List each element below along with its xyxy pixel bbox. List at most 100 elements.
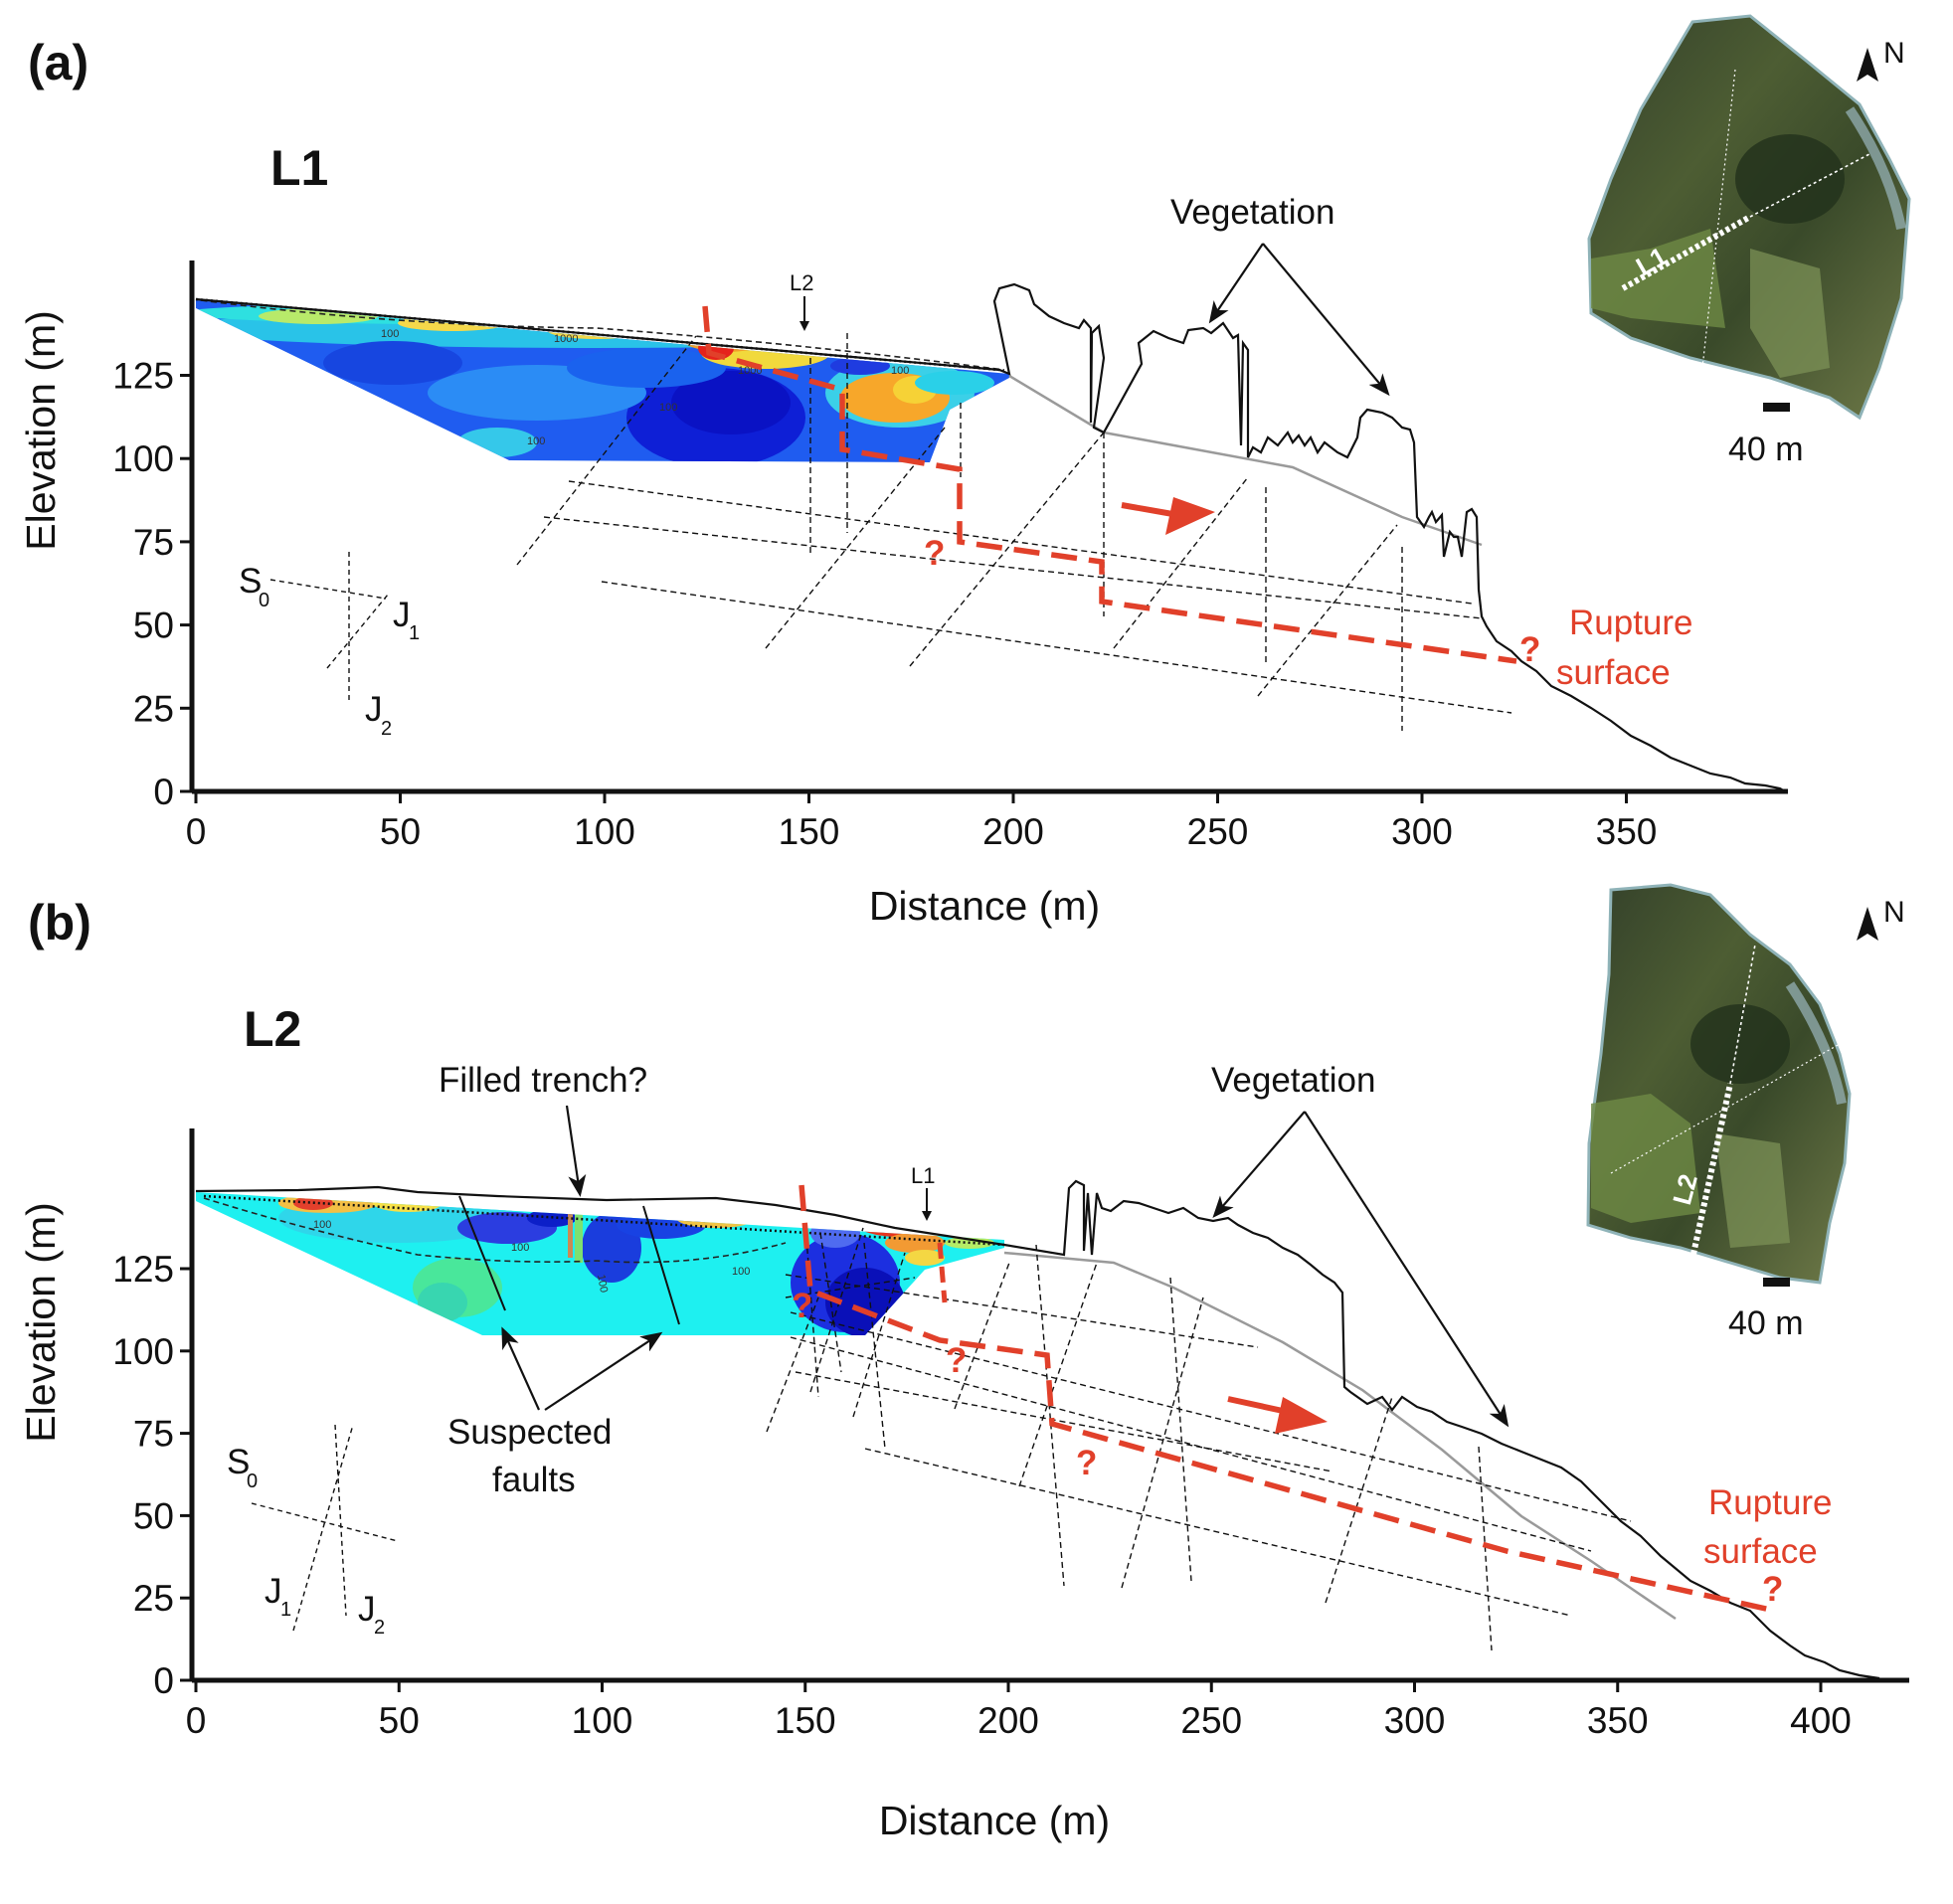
panel-b-suspected-faults-arrow-1 xyxy=(501,1326,541,1411)
panel-a-movement-arrowhead xyxy=(1165,497,1215,535)
panel-b-filled-trench-label: Filled trench? xyxy=(439,1061,647,1100)
panel-a-contour-labels: 100 1000 100 1000 100 100 xyxy=(381,328,909,447)
panel_b-y-tick-label: 50 xyxy=(133,1495,174,1536)
panel_b-y-tick-label: 0 xyxy=(153,1660,174,1701)
panel_a-x-tick-label: 0 xyxy=(186,811,207,852)
svg-text:S: S xyxy=(239,562,262,601)
panel-a-line-name: L1 xyxy=(270,140,328,196)
panel-a-surface-dots xyxy=(195,297,1000,372)
panel-a-x-axis-title: Distance (m) xyxy=(869,883,1100,929)
panel-b-line-name: L2 xyxy=(244,1001,301,1057)
panel_a-x-tick-label: 200 xyxy=(982,811,1044,852)
panel_a-y-tick-label: 50 xyxy=(133,606,174,646)
svg-text:S: S xyxy=(227,1443,250,1481)
panel-b-question-2: ? xyxy=(946,1341,967,1380)
panel-b-topography xyxy=(195,1179,1880,1680)
panel-a-y-axis-title: Elevation (m) xyxy=(18,310,64,551)
panel-a-y-ticks: 0 25 50 75 100 125 xyxy=(112,356,192,812)
panel-a-joint-sets xyxy=(516,333,1512,731)
panel_a-x-tick-label: 50 xyxy=(380,811,421,852)
panel-a-label: (a) xyxy=(28,35,89,90)
panel_a-x-tick-label: 350 xyxy=(1596,811,1658,852)
panel_a-y-tick-label: 25 xyxy=(133,688,174,729)
panel_a-x-tick-label: 150 xyxy=(779,811,840,852)
svg-text:J: J xyxy=(265,1572,282,1611)
panel-a-vegetation-label: Vegetation xyxy=(1170,193,1334,232)
svg-text:100: 100 xyxy=(313,1219,331,1231)
panel-b-question-4: ? xyxy=(1762,1570,1783,1609)
panel-b-rupture-label-2: surface xyxy=(1703,1532,1818,1571)
panel_b-y-tick-label: 125 xyxy=(112,1249,174,1290)
panel-b-vegetation-arrow-1 xyxy=(1212,1111,1306,1219)
panel_b-x-tick-label: 250 xyxy=(1180,1700,1242,1741)
svg-text:1: 1 xyxy=(409,622,420,644)
svg-text:2: 2 xyxy=(374,1617,385,1639)
svg-text:0: 0 xyxy=(259,590,269,611)
svg-text:100: 100 xyxy=(659,402,677,414)
panel-a-layer-boundary xyxy=(200,299,1005,371)
panel_a-y-tick-label: 125 xyxy=(112,356,174,397)
panel-b-cross-line-label: L1 xyxy=(911,1163,935,1188)
panel-a-topography xyxy=(195,282,1786,792)
panel-a-vegetation-arrow-1 xyxy=(1208,243,1264,324)
panel-b-rupture-step xyxy=(937,1242,948,1303)
panel-a-rupture-label-1: Rupture xyxy=(1569,604,1693,642)
svg-text:J: J xyxy=(393,596,411,634)
panel-a-y-axis xyxy=(189,260,1788,794)
panel-b-suspected-faults-label-2: faults xyxy=(492,1461,576,1499)
panel-a: (a) L1 0 25 50 75 100 125 0 50 100 150 200 250 300 3… xyxy=(18,14,1911,929)
panel-b-question-3: ? xyxy=(1076,1444,1097,1482)
svg-text:J: J xyxy=(358,1590,376,1629)
panel_a-x-tick-label: 250 xyxy=(1187,811,1249,852)
svg-text:100: 100 xyxy=(527,435,545,447)
panel_a-y-tick-label: 0 xyxy=(153,772,174,812)
panel-a-question-1: ? xyxy=(924,534,945,573)
svg-text:0: 0 xyxy=(247,1471,258,1492)
svg-text:N: N xyxy=(1883,896,1905,929)
panel-b-suspected-faults-arrow-2 xyxy=(544,1331,663,1411)
panel-b-inset-map: L2 N 40 m xyxy=(1586,883,1905,1342)
panel_a-y-tick-label: 100 xyxy=(112,438,174,479)
svg-text:40 m: 40 m xyxy=(1728,1304,1804,1342)
panel_b-x-tick-label: 0 xyxy=(186,1700,207,1741)
panel-b-resistivity-section xyxy=(196,1192,1004,1335)
svg-text:100: 100 xyxy=(381,328,399,340)
panel_a-y-tick-label: 75 xyxy=(133,522,174,563)
panel_a-x-tick-label: 300 xyxy=(1391,811,1453,852)
svg-text:N: N xyxy=(1883,37,1905,70)
panel_b-x-tick-label: 350 xyxy=(1587,1700,1649,1741)
svg-text:100: 100 xyxy=(595,1274,610,1294)
panel-a-rupture-surface xyxy=(702,305,1517,664)
panel_b-x-tick-label: 50 xyxy=(379,1700,420,1741)
panel-b-label: (b) xyxy=(28,895,91,951)
panel-a-x-ticks: 0 50 100 150 200 250 300 350 xyxy=(186,791,1658,852)
svg-text:J: J xyxy=(365,690,383,729)
svg-text:100: 100 xyxy=(891,365,909,377)
panel_b-x-tick-label: 100 xyxy=(572,1700,633,1741)
svg-text:100: 100 xyxy=(732,1266,750,1278)
panel-b-x-axis-title: Distance (m) xyxy=(879,1798,1110,1843)
panel_b-x-tick-label: 400 xyxy=(1790,1700,1852,1741)
panel_b-x-tick-label: 300 xyxy=(1384,1700,1446,1741)
panel-b-layer-boundary xyxy=(203,1197,787,1264)
panel-a-inset-map: L1 N 40 m xyxy=(1587,14,1911,468)
svg-text:100: 100 xyxy=(511,1242,529,1254)
panel-a-question-2: ? xyxy=(1519,630,1540,669)
panel-b-suspected-fault-2 xyxy=(642,1205,680,1325)
panel-a-movement-arrow xyxy=(1121,502,1179,518)
panel-a-vegetation-arrow-2 xyxy=(1262,243,1390,397)
panel-b-contour-labels: 100 100 100 100 xyxy=(313,1219,750,1294)
panel_b-y-tick-label: 100 xyxy=(112,1331,174,1372)
panel-b-filled-trench-arrow xyxy=(565,1105,587,1197)
panel_b-x-tick-label: 200 xyxy=(977,1700,1039,1741)
panel-a-cross-line-label: L2 xyxy=(790,270,813,295)
panel-b-movement-arrow xyxy=(1227,1396,1284,1414)
panel_b-y-tick-label: 75 xyxy=(133,1414,174,1455)
panel-b-x-ticks: 0 50 100 150 200 250 300 350 400 xyxy=(186,1680,1852,1741)
panel-b-movement-arrowhead xyxy=(1275,1397,1328,1434)
panel-b-y-axis-title: Elevation (m) xyxy=(18,1202,64,1443)
svg-text:2: 2 xyxy=(381,718,392,740)
panel-a-ground-profile xyxy=(1008,374,1483,547)
panel_b-y-tick-label: 25 xyxy=(133,1578,174,1619)
